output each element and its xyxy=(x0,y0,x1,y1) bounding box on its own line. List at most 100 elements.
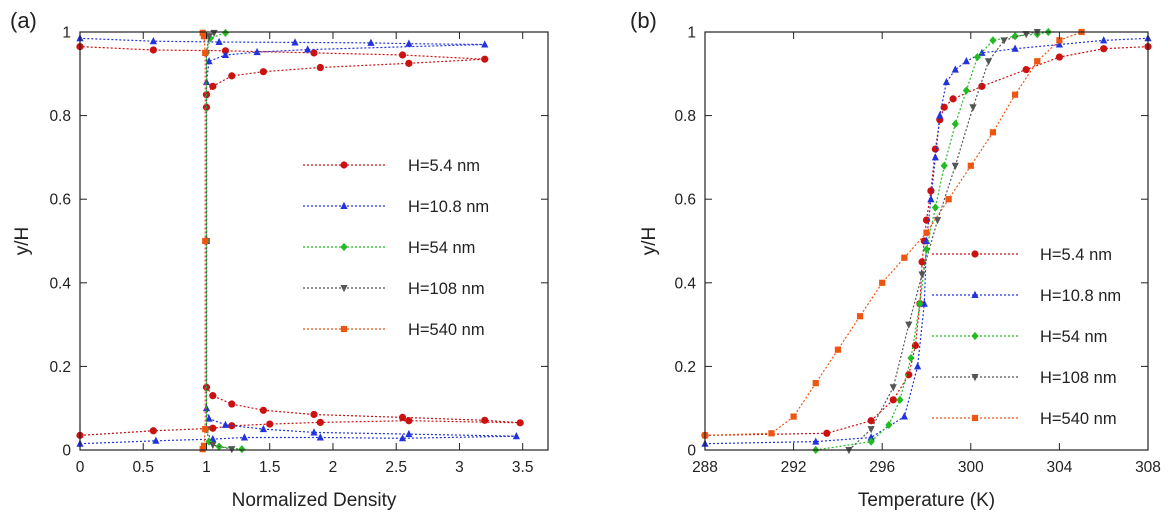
data-point xyxy=(316,418,324,427)
data-point xyxy=(967,162,974,169)
data-point xyxy=(200,33,208,40)
data-point xyxy=(205,57,213,65)
data-point xyxy=(481,40,489,48)
data-point xyxy=(253,47,261,56)
data-point xyxy=(973,52,982,62)
legend-item: H=5.4 nm xyxy=(303,157,480,175)
data-point xyxy=(940,103,948,111)
data-point xyxy=(1022,31,1030,39)
data-point xyxy=(512,432,520,440)
data-point xyxy=(228,72,236,80)
data-point xyxy=(768,430,775,437)
y-tick-label: 0.2 xyxy=(674,359,696,376)
y-tick-label: 0.6 xyxy=(674,192,696,209)
series-5 xyxy=(701,28,1085,439)
data-point xyxy=(984,58,993,66)
data-point xyxy=(199,29,206,36)
x-axis-label: Temperature (K) xyxy=(858,490,995,511)
data-point xyxy=(889,384,897,392)
data-point xyxy=(1011,44,1019,52)
legend-marker xyxy=(340,201,348,209)
legend-marker xyxy=(971,414,979,422)
data-point xyxy=(215,37,223,46)
data-point xyxy=(310,49,318,57)
data-point xyxy=(905,371,913,379)
data-point xyxy=(398,434,407,442)
data-point xyxy=(969,104,977,112)
data-point xyxy=(398,51,407,59)
data-point xyxy=(310,428,318,436)
data-point xyxy=(823,429,831,437)
data-point xyxy=(900,412,908,420)
data-point xyxy=(259,424,268,433)
data-point xyxy=(931,145,939,153)
data-point xyxy=(209,82,217,90)
y-axis-label: y/H xyxy=(12,227,33,256)
series-5 xyxy=(199,29,209,453)
data-point xyxy=(962,86,970,95)
x-tick-label: 304 xyxy=(1046,459,1072,476)
axes-frame xyxy=(79,31,549,451)
data-point xyxy=(989,36,997,45)
y-tick-label: 1 xyxy=(687,25,696,42)
legend-item: H=108 nm xyxy=(303,280,485,298)
x-tick-label: 2 xyxy=(329,459,338,476)
series-line xyxy=(205,32,242,450)
data-point xyxy=(945,196,952,203)
series-line xyxy=(704,31,1082,436)
legend-item: H=54 nm xyxy=(932,328,1107,346)
y-tick-label: 0.4 xyxy=(674,275,696,292)
data-point xyxy=(867,426,875,434)
series-line xyxy=(848,31,1038,451)
data-point xyxy=(951,65,959,73)
data-point xyxy=(266,420,274,428)
data-point xyxy=(1022,66,1030,74)
data-point xyxy=(931,153,939,161)
data-point xyxy=(1100,36,1108,44)
data-point xyxy=(922,216,931,224)
data-point xyxy=(978,48,986,56)
legend-label: H=540 nm xyxy=(408,321,485,339)
data-point xyxy=(916,299,924,308)
data-point xyxy=(896,395,904,404)
data-point xyxy=(949,95,957,103)
data-point xyxy=(867,437,875,446)
legend-item: H=540 nm xyxy=(303,321,485,339)
x-tick-label: 1 xyxy=(202,459,211,476)
plot-area xyxy=(701,27,1152,455)
data-point xyxy=(149,36,157,45)
legend-label: H=108 nm xyxy=(408,280,485,298)
data-point xyxy=(481,416,489,424)
data-point xyxy=(1055,40,1063,48)
data-point xyxy=(940,161,948,170)
legend-marker xyxy=(340,285,348,293)
x-tick-label: 288 xyxy=(692,459,718,476)
data-point xyxy=(205,414,213,422)
data-point xyxy=(221,420,230,428)
data-point xyxy=(1034,58,1041,65)
data-point xyxy=(942,77,951,86)
legend-item: H=540 nm xyxy=(932,410,1117,428)
data-point xyxy=(316,63,324,72)
data-point xyxy=(291,38,299,46)
legend-marker xyxy=(971,250,979,258)
data-point xyxy=(927,187,935,195)
data-point xyxy=(951,162,959,170)
x-tick-label: 0.5 xyxy=(132,459,154,476)
data-point xyxy=(951,119,959,129)
legend-label: H=10.8 nm xyxy=(408,198,489,216)
data-point xyxy=(933,217,942,225)
data-point xyxy=(259,68,268,76)
data-point xyxy=(907,353,915,363)
legend-marker xyxy=(340,161,348,169)
series-4 xyxy=(845,29,1041,455)
legend-marker xyxy=(971,290,979,298)
data-point xyxy=(867,417,875,425)
legend-item: H=54 nm xyxy=(303,239,475,257)
data-point xyxy=(316,433,324,441)
legend-label: H=108 nm xyxy=(1040,369,1117,387)
data-point xyxy=(901,254,908,261)
y-tick-label: 0 xyxy=(687,443,696,460)
legend: H=5.4 nm H=10.8 nm H=54 nm H=108 nm H=540 nm xyxy=(303,157,489,339)
